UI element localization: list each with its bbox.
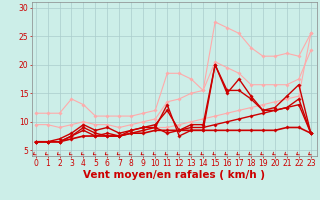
X-axis label: Vent moyen/en rafales ( km/h ): Vent moyen/en rafales ( km/h ) [84,170,265,180]
